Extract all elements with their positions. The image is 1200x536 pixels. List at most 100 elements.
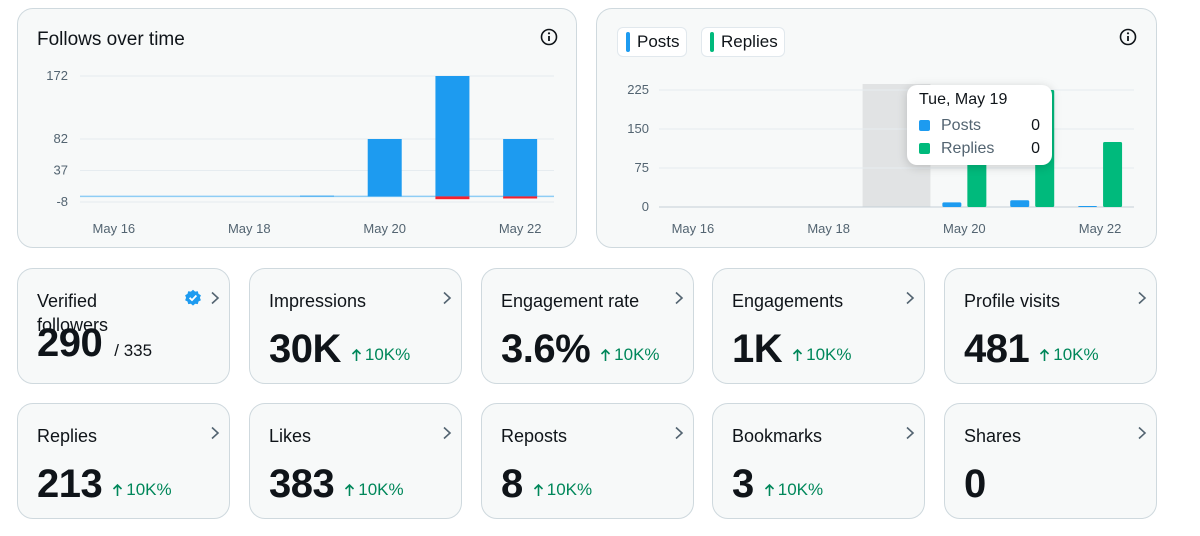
legend-replies-label: Replies [721, 32, 778, 51]
bar [300, 195, 334, 197]
stat-delta: 10K% [533, 480, 592, 500]
stat-delta: 10K% [344, 480, 404, 500]
y-tick-label: 75 [635, 160, 649, 175]
x-tick-label: May 18 [807, 221, 850, 236]
chevron-right-icon [906, 426, 915, 440]
stat-value-row: 30K 10K% [269, 327, 410, 372]
verified-badge-icon [185, 289, 201, 306]
stat-card-replies[interactable]: Replies 213 10K% [17, 403, 230, 519]
chart-tooltip: Tue, May 19 Posts 0 Replies 0 [907, 85, 1052, 165]
follows-bar-chart: 172 82 37 -8 May 16 May 18 May 20 May 22 [46, 68, 554, 236]
legend-posts[interactable]: Posts [617, 27, 687, 57]
chevron-right-icon [443, 291, 452, 305]
stat-card-reposts[interactable]: Reposts 8 10K% [481, 403, 694, 519]
follows-chart-title: Follows over time [37, 29, 185, 50]
stat-delta: 10K% [764, 480, 823, 500]
arrow-up-icon [764, 483, 774, 496]
arrow-up-icon [1040, 348, 1050, 361]
chevron-right-icon [211, 426, 220, 440]
tooltip-posts-row: Posts 0 [919, 114, 1040, 137]
stat-value: 383 [269, 462, 335, 506]
tooltip-replies-swatch [919, 143, 930, 154]
stat-value: 0 [964, 462, 986, 506]
stat-delta-value: 10K% [358, 480, 404, 499]
legend-posts-swatch [626, 32, 630, 52]
x-tick-label: May 16 [672, 221, 715, 236]
stat-value-row: 383 10K% [269, 462, 404, 507]
stat-label: Shares [964, 426, 1022, 446]
stat-delta-value: 10K% [806, 345, 852, 364]
y-tick-label: 150 [627, 121, 649, 136]
legend-replies[interactable]: Replies [701, 27, 785, 57]
y-tick-label: 172 [46, 68, 68, 83]
follows-chart-card: Follows over time 172 82 37 -8 May 16 May 18 M… [17, 8, 577, 248]
chevron-right-icon [675, 291, 684, 305]
stat-delta: 10K% [112, 480, 172, 500]
bar [367, 139, 402, 197]
chevron-right-icon [443, 426, 452, 440]
y-tick-label: 0 [642, 199, 649, 214]
bar [435, 76, 470, 197]
y-tick-label: 37 [54, 163, 68, 178]
x-tick-label: May 22 [1079, 221, 1122, 236]
stat-value-row: 290 / 335 [37, 321, 152, 366]
bar [503, 139, 538, 197]
bar-replies [1103, 142, 1123, 207]
x-tick-label: May 22 [499, 221, 542, 236]
arrow-up-icon [793, 348, 803, 361]
x-tick-label: May 18 [228, 221, 271, 236]
stat-label: Replies [37, 426, 98, 446]
info-icon[interactable] [539, 27, 559, 47]
arrow-up-icon [351, 348, 361, 361]
stat-card-shares[interactable]: Shares 0 [944, 403, 1157, 519]
stat-value: 8 [501, 462, 523, 506]
x-tick-label: May 16 [93, 221, 136, 236]
stat-value: 3 [732, 462, 754, 506]
activity-bar-chart: 225 150 75 0 May 16 May 18 May 20 May 22 [627, 82, 1134, 236]
bar-negative [503, 196, 538, 199]
stat-value-row: 3 10K% [732, 462, 823, 507]
y-tick-label: -8 [56, 194, 68, 209]
stat-card-engagements[interactable]: Engagements 1K 10K% [712, 268, 925, 384]
tooltip-posts-value: 0 [1031, 116, 1040, 134]
stat-card-verified-followers[interactable]: Verified followers 290 / 335 [17, 268, 230, 384]
bar-negative [435, 196, 470, 200]
stat-label: Likes [269, 426, 312, 446]
stat-delta: 10K% [792, 345, 852, 365]
bar-replies [967, 155, 987, 207]
stat-value: 1K [732, 327, 783, 371]
stat-card-likes[interactable]: Likes 383 10K% [249, 403, 462, 519]
stat-card-engagement-rate[interactable]: Engagement rate 3.6% 10K% [481, 268, 694, 384]
arrow-up-icon [533, 483, 543, 496]
bar-posts [1010, 200, 1030, 207]
stat-card-bookmarks[interactable]: Bookmarks 3 10K% [712, 403, 925, 519]
tooltip-replies-value: 0 [1031, 139, 1040, 157]
stat-card-impressions[interactable]: Impressions 30K 10K% [249, 268, 462, 384]
stat-card-profile-visits[interactable]: Profile visits 481 10K% [944, 268, 1157, 384]
stat-delta-value: 10K% [546, 480, 593, 499]
bar-posts [942, 202, 962, 207]
stat-value-row: 1K 10K% [732, 327, 852, 372]
stat-value: 213 [37, 462, 103, 506]
stat-delta-value: 10K% [126, 480, 172, 499]
stat-value-row: 0 [964, 462, 986, 507]
x-tick-label: May 20 [363, 221, 406, 236]
info-icon[interactable] [1118, 27, 1138, 47]
stat-denominator: / 335 [114, 341, 153, 360]
stat-value-row: 481 10K% [964, 327, 1099, 372]
stat-delta-value: 10K% [364, 345, 411, 364]
legend-replies-swatch [710, 32, 714, 52]
bar-posts [1078, 205, 1098, 207]
chevron-right-icon [1138, 426, 1147, 440]
stat-label: Impressions [269, 291, 367, 311]
stat-label: Engagement rate [501, 291, 640, 311]
chevron-right-icon [211, 291, 220, 305]
y-tick-label: 225 [627, 82, 649, 97]
stat-label: Verified followers [37, 291, 109, 335]
tooltip-replies-label: Replies [941, 139, 995, 157]
arrow-up-icon [345, 483, 355, 496]
tooltip-posts-swatch [919, 120, 930, 131]
chevron-right-icon [675, 426, 684, 440]
stat-value: 3.6% [501, 327, 591, 371]
activity-chart-card: Posts Replies 225 150 75 0 May 16 May 18 May 2… [596, 8, 1157, 248]
